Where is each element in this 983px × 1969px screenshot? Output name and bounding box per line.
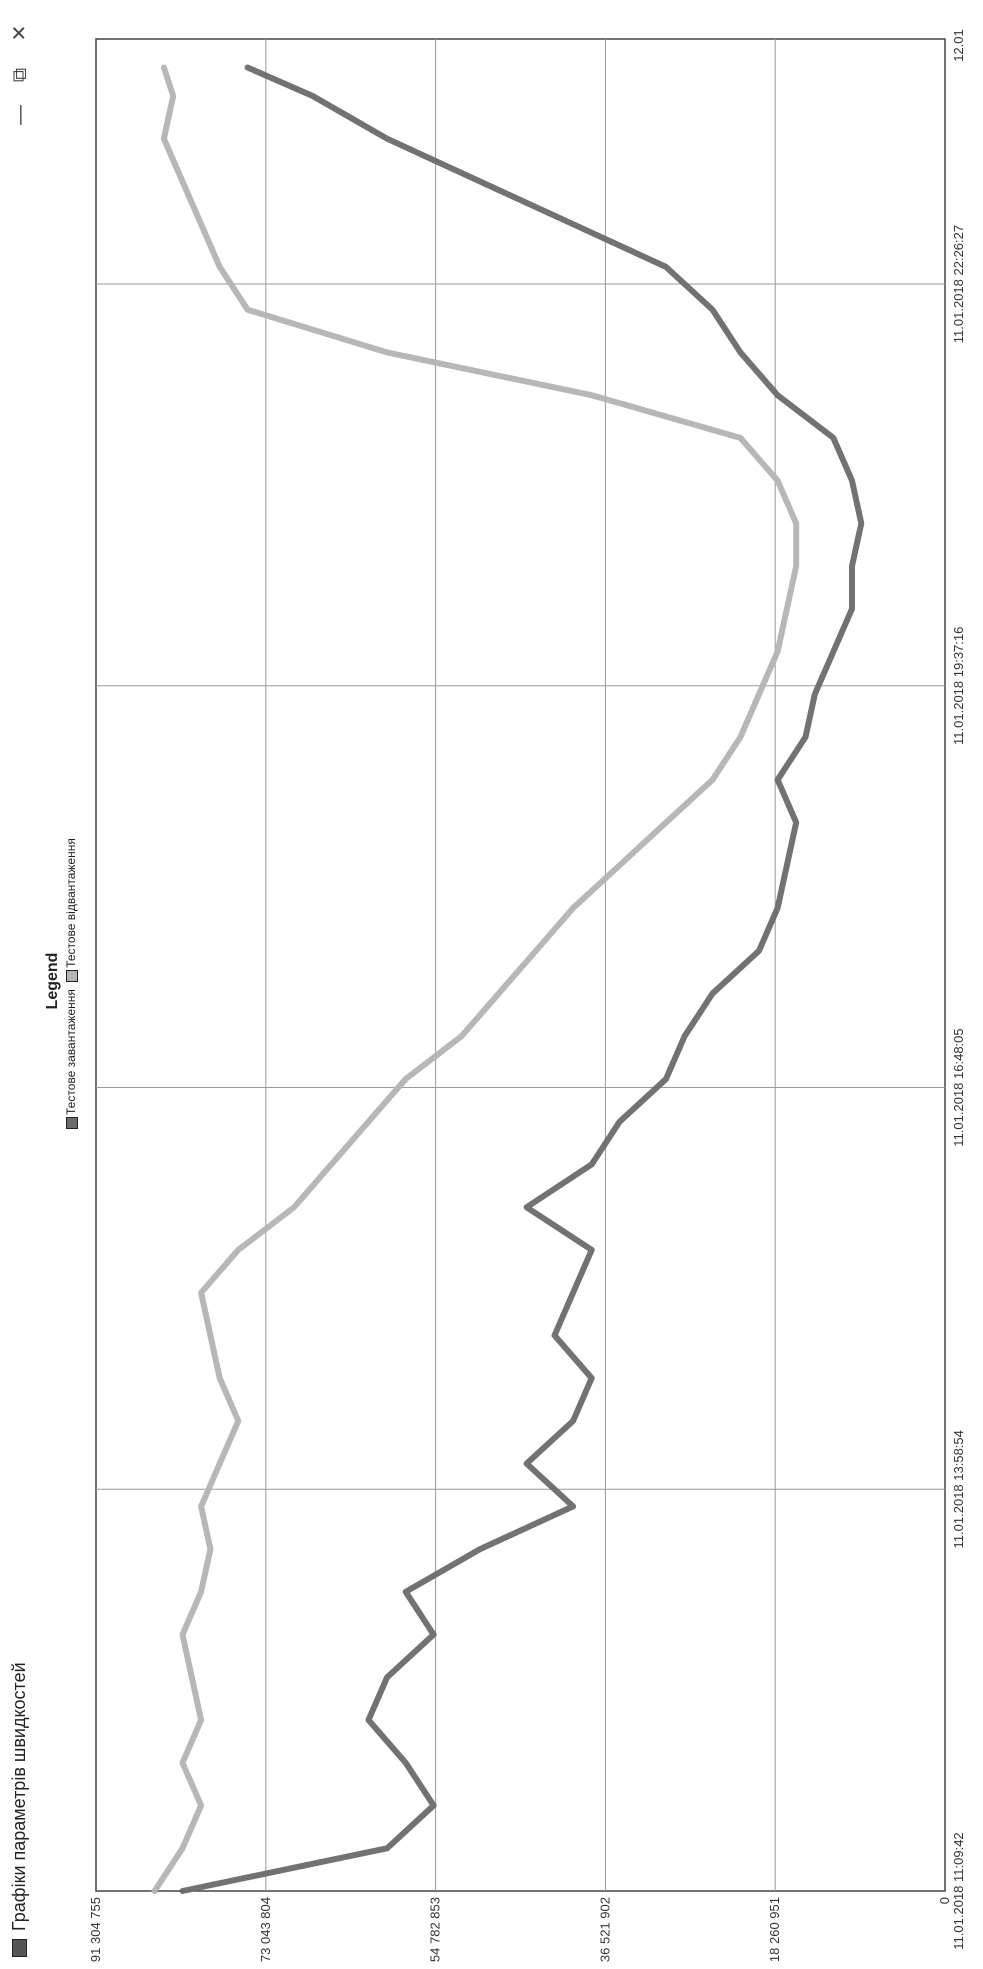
plot-area-frame [95,38,946,1892]
x-tick-label: 11.01.2018 11:09:42 [951,1832,966,1949]
x-tick-label: 12.01 [951,29,966,62]
x-tick-label: 11.01.2018 13:58:54 [951,1430,966,1548]
y-tick-label: 36 521 902 [597,1897,612,1962]
y-tick-label: 18 260 951 [767,1897,782,1962]
y-tick-label: 0 [937,1897,952,1904]
series-line-upload [179,64,865,1894]
x-tick-label: 11.01.2018 19:37:16 [951,627,966,745]
y-tick-label: 91 304 755 [88,1897,103,1962]
series-line-download [151,64,800,1894]
x-tick-label: 11.01.2018 16:48:05 [951,1028,966,1146]
x-tick-label: 11.01.2018 22:26:27 [951,225,966,343]
y-tick-label: 73 043 804 [258,1897,273,1962]
y-tick-label: 54 782 853 [428,1897,443,1962]
